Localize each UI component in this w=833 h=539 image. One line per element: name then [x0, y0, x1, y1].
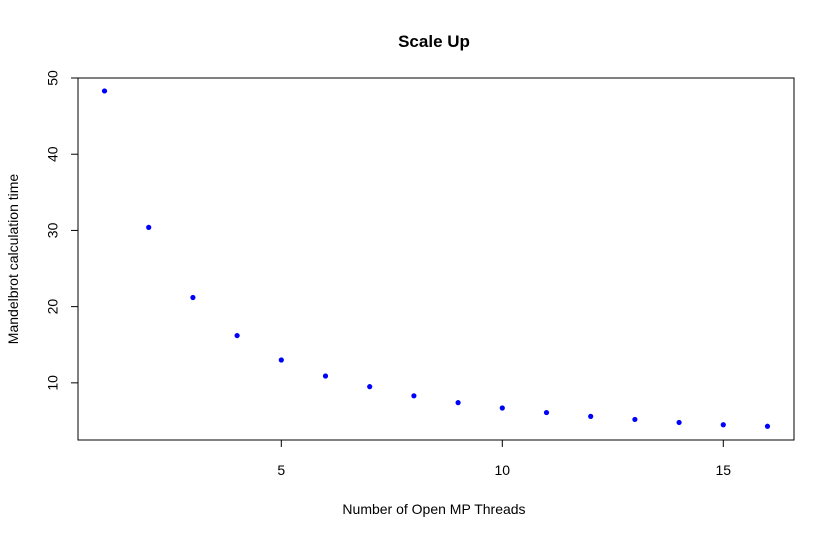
y-tick-label: 40 [45, 146, 61, 162]
data-point [588, 413, 594, 419]
data-point [543, 409, 550, 416]
x-tick-label: 15 [715, 462, 731, 478]
x-axis-label: Number of Open MP Threads [342, 501, 525, 517]
data-points [101, 88, 771, 429]
data-point [101, 88, 108, 94]
plot-frame [77, 77, 795, 441]
y-axis-label: Mandelbrot calculation time [5, 174, 21, 345]
data-point [455, 400, 461, 406]
data-point [632, 416, 638, 423]
y-tick-label: 30 [45, 222, 61, 238]
y-tick-label: 20 [45, 299, 61, 315]
data-point [322, 373, 329, 379]
x-tick-label: 10 [495, 462, 511, 478]
data-point [411, 393, 417, 399]
y-tick-label: 10 [45, 375, 61, 391]
data-point [146, 224, 152, 230]
x-tick-label: 5 [277, 462, 285, 478]
data-point [278, 357, 284, 363]
y-axis: 10 20 30 40 50 [45, 70, 79, 391]
x-axis: 5 10 15 [277, 439, 731, 478]
data-point [764, 423, 771, 429]
data-point [234, 332, 240, 339]
data-point [499, 405, 505, 411]
data-point [720, 422, 726, 428]
data-point [676, 419, 682, 426]
chart-title: Scale Up [398, 32, 470, 51]
y-tick-label: 50 [45, 70, 61, 86]
data-point [367, 384, 373, 390]
data-point [190, 294, 196, 301]
